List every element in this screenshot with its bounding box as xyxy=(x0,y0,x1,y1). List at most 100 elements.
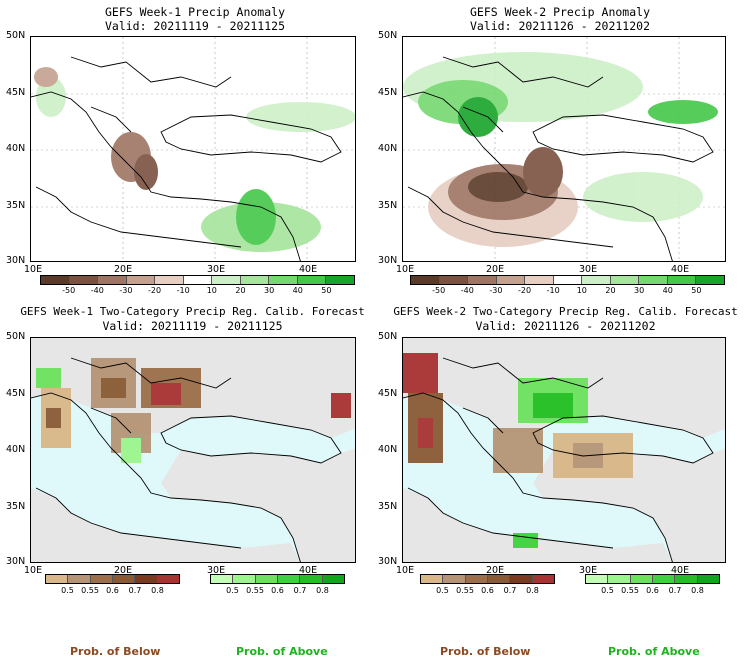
colorbar-tick-label: -20 xyxy=(147,286,162,295)
lon-label: 40E xyxy=(671,264,690,275)
prob-below-colorbar xyxy=(420,574,555,584)
lat-label: 40N xyxy=(378,143,398,154)
colorbar-swatch xyxy=(443,575,466,583)
prob-above-colorbar xyxy=(210,574,345,584)
lat-label: 50N xyxy=(6,331,26,342)
lon-label: 20E xyxy=(114,565,133,576)
colorbar-tick-label: 0.8 xyxy=(316,586,329,595)
lat-label: 30N xyxy=(6,255,26,266)
colorbar-swatch xyxy=(233,575,256,583)
colorbar-swatch xyxy=(525,276,554,284)
prob-above-label: Prob. of Above xyxy=(608,645,700,658)
anomaly-colorbar xyxy=(40,275,355,285)
colorbar-tick-label: 0.55 xyxy=(81,586,99,595)
colorbar-swatch xyxy=(269,276,298,284)
colorbar-swatch xyxy=(322,575,344,583)
colorbar-tick-label: 0.55 xyxy=(246,586,264,595)
prob-above-colorbar xyxy=(585,574,720,584)
colorbar-tick-label: -40 xyxy=(460,286,474,295)
colorbar-swatch xyxy=(532,575,554,583)
colorbar-swatch xyxy=(155,276,184,284)
colorbar-tick-label: 0.6 xyxy=(481,586,494,595)
lat-label: 40N xyxy=(378,444,398,455)
colorbar-swatch xyxy=(487,575,511,583)
colorbar-swatch xyxy=(697,575,719,583)
colorbar-tick-label: 30 xyxy=(263,286,275,295)
colorbar-tick-label: 0.7 xyxy=(128,586,142,595)
colorbar-swatch xyxy=(326,276,355,284)
colorbar-swatch xyxy=(582,276,611,284)
colorbar-tick-label: 40 xyxy=(662,286,673,295)
lat-label: 50N xyxy=(6,30,26,41)
colorbar-tick-label: 50 xyxy=(691,286,702,295)
lon-label: 20E xyxy=(486,565,505,576)
panel-valid-dates: Valid: 20211126 - 20211202 xyxy=(475,319,656,333)
colorbar-swatch xyxy=(439,276,469,284)
lon-label: 30E xyxy=(579,565,598,576)
colorbar-swatch xyxy=(496,276,526,284)
colorbar-swatch xyxy=(255,575,278,583)
colorbar-swatch xyxy=(586,575,609,583)
colorbar-tick-label: 30 xyxy=(633,286,645,295)
colorbar-swatch xyxy=(300,575,323,583)
colorbar-tick-label: 0.6 xyxy=(646,586,659,595)
panel-title: GEFS Week-2 Two-Category Precip Reg. Cal… xyxy=(393,305,738,318)
colorbar-tick-label: 10 xyxy=(206,286,217,295)
colorbar-tick-label: 0.7 xyxy=(293,586,307,595)
panel-title: GEFS Week-1 Two-Category Precip Reg. Cal… xyxy=(20,305,365,318)
map-week1-anomaly xyxy=(30,36,356,262)
colorbar-tick-label: 0.8 xyxy=(526,586,539,595)
colorbar-tick-label: 0.55 xyxy=(621,586,639,595)
colorbar-swatch xyxy=(126,276,156,284)
lon-label: 10E xyxy=(396,264,415,275)
lon-label: 20E xyxy=(486,264,505,275)
panel-valid-dates: Valid: 20211126 - 20211202 xyxy=(469,19,650,33)
lat-label: 45N xyxy=(378,388,398,399)
lon-label: 30E xyxy=(207,565,226,576)
lon-label: 20E xyxy=(114,264,133,275)
colorbar-tick-label: 0.55 xyxy=(456,586,474,595)
lat-label: 45N xyxy=(378,87,398,98)
map-week2-anomaly xyxy=(402,36,726,262)
lat-label: 35N xyxy=(6,501,26,512)
lat-label: 35N xyxy=(378,200,398,211)
colorbar-swatch xyxy=(277,575,301,583)
colorbar-swatch xyxy=(510,575,533,583)
lat-label: 35N xyxy=(6,200,26,211)
colorbar-swatch xyxy=(69,276,99,284)
colorbar-swatch xyxy=(465,575,488,583)
colorbar-swatch xyxy=(608,575,631,583)
colorbar-swatch xyxy=(610,276,640,284)
colorbar-swatch xyxy=(41,276,70,284)
colorbar-swatch xyxy=(240,276,270,284)
colorbar-tick-label: -50 xyxy=(62,286,76,295)
lon-label: 40E xyxy=(671,565,690,576)
lon-label: 40E xyxy=(299,264,318,275)
colorbar-swatch xyxy=(421,575,444,583)
colorbar-swatch xyxy=(297,276,327,284)
lat-label: 45N xyxy=(6,388,26,399)
colorbar-tick-label: 20 xyxy=(605,286,616,295)
colorbar-tick-label: 0.8 xyxy=(151,586,164,595)
colorbar-swatch xyxy=(211,575,234,583)
colorbar-tick-label: 0.7 xyxy=(668,586,682,595)
colorbar-swatch xyxy=(68,575,91,583)
lat-label: 35N xyxy=(378,501,398,512)
colorbar-swatch xyxy=(630,575,653,583)
colorbar-swatch xyxy=(112,575,136,583)
lat-label: 45N xyxy=(6,87,26,98)
colorbar-tick-label: 50 xyxy=(321,286,332,295)
colorbar-swatch xyxy=(696,276,725,284)
colorbar-swatch xyxy=(183,276,213,284)
colorbar-swatch xyxy=(652,575,676,583)
lat-label: 30N xyxy=(378,556,398,567)
prob-above-label: Prob. of Above xyxy=(236,645,328,658)
anomaly-colorbar xyxy=(410,275,725,285)
colorbar-tick-label: -50 xyxy=(432,286,446,295)
prob-below-label: Prob. of Below xyxy=(440,645,531,658)
lon-label: 10E xyxy=(396,565,415,576)
lon-label: 10E xyxy=(24,565,43,576)
prob-below-colorbar xyxy=(45,574,180,584)
colorbar-tick-label: 40 xyxy=(292,286,303,295)
lat-label: 50N xyxy=(378,331,398,342)
